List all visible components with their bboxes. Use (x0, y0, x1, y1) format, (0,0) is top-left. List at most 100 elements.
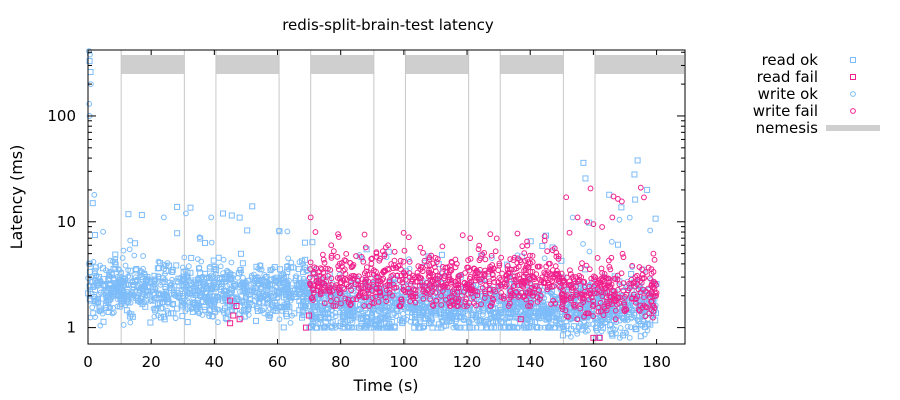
point-write-fail (466, 267, 473, 274)
point-read-ok (517, 299, 524, 306)
point-write-fail (447, 303, 454, 309)
point-write-fail (482, 290, 489, 297)
point-read-ok (498, 309, 505, 316)
point-write-fail (588, 275, 595, 282)
point-write-fail (369, 255, 376, 262)
point-read-ok (533, 323, 540, 330)
point-write-fail (632, 299, 639, 306)
point-write-fail (585, 296, 592, 303)
point-read-ok (152, 307, 159, 314)
point-write-fail (641, 194, 647, 201)
point-read-ok (539, 242, 546, 249)
point-read-ok (242, 308, 249, 315)
point-read-ok (90, 310, 97, 317)
point-write-fail (559, 303, 565, 310)
point-read-ok (422, 315, 429, 322)
point-write-fail (429, 302, 436, 308)
point-read-ok (240, 280, 247, 287)
point-write-fail (467, 235, 474, 242)
point-read-ok (340, 304, 347, 311)
point-read-ok (329, 324, 336, 331)
point-write-ok (155, 258, 162, 265)
point-write-fail (567, 267, 573, 274)
point-write-fail (482, 277, 488, 284)
point-write-fail (424, 287, 430, 294)
point-write-fail (391, 284, 398, 291)
point-write-fail (629, 262, 636, 269)
point-write-fail (563, 194, 570, 201)
point-write-fail (328, 252, 335, 259)
point-write-fail (568, 284, 575, 291)
point-read-ok (608, 330, 615, 337)
point-read-ok (231, 281, 238, 288)
point-write-ok (362, 297, 369, 304)
point-write-fail (330, 248, 337, 255)
point-read-ok (179, 313, 186, 320)
point-write-fail (317, 288, 324, 295)
point-write-fail (620, 280, 627, 287)
point-read-ok (572, 309, 579, 316)
point-write-fail (467, 255, 474, 262)
point-write-fail (544, 248, 551, 255)
legend-marker-read_fail (850, 74, 856, 80)
point-write-fail (406, 270, 413, 276)
point-write-fail (338, 279, 345, 286)
point-read-ok (427, 320, 434, 327)
point-read-ok (219, 210, 226, 217)
point-read-ok (476, 316, 483, 323)
point-write-fail (343, 250, 350, 257)
point-read-ok (86, 283, 93, 290)
point-write-ok (127, 319, 134, 326)
point-write-fail (448, 277, 455, 284)
point-write-fail (530, 292, 537, 299)
point-read-ok (184, 319, 191, 326)
point-write-fail (472, 277, 479, 284)
point-read-ok (257, 262, 264, 269)
point-write-fail (507, 292, 514, 299)
point-write-fail (307, 266, 314, 272)
point-write-fail (510, 257, 517, 263)
point-write-fail (307, 259, 314, 266)
point-read-ok (132, 267, 139, 274)
x-tick-label: 100 (390, 353, 419, 371)
point-read-ok (86, 268, 93, 275)
point-read-ok (443, 322, 450, 329)
point-read-fail (596, 334, 603, 341)
legend-label-read_fail: read fail (757, 68, 818, 86)
point-write-fail (438, 302, 445, 308)
point-read-ok (100, 276, 107, 283)
point-read-ok (197, 235, 204, 242)
point-write-fail (600, 312, 607, 319)
point-write-fail (315, 283, 322, 290)
legend-label-read_ok: read ok (762, 51, 819, 69)
point-read-ok (238, 250, 245, 257)
point-read-ok (228, 212, 235, 219)
point-write-fail (498, 290, 505, 296)
point-write-fail (528, 299, 534, 306)
point-write-fail (400, 269, 407, 276)
point-read-ok (179, 301, 186, 308)
point-write-fail (477, 266, 483, 273)
point-write-fail (394, 272, 401, 279)
point-write-fail (375, 274, 382, 280)
point-read-ok (534, 324, 541, 331)
point-write-fail (490, 286, 497, 293)
point-read-ok (545, 301, 552, 308)
point-write-fail (608, 301, 615, 308)
point-write-fail (406, 289, 413, 296)
legend-marker-write_fail (850, 108, 856, 114)
point-read-ok (188, 254, 195, 261)
point-write-fail (641, 275, 647, 282)
point-write-fail (623, 307, 630, 313)
point-write-fail (350, 262, 357, 268)
point-write-fail (601, 270, 608, 277)
point-read-ok (155, 301, 162, 308)
point-read-ok (243, 293, 250, 300)
point-read-ok (244, 227, 251, 234)
point-write-fail (439, 243, 446, 250)
point-write-fail (310, 289, 317, 296)
point-read-ok (397, 316, 404, 323)
point-read-fail (236, 316, 243, 323)
point-write-fail (347, 301, 354, 308)
point-write-fail (626, 280, 633, 287)
